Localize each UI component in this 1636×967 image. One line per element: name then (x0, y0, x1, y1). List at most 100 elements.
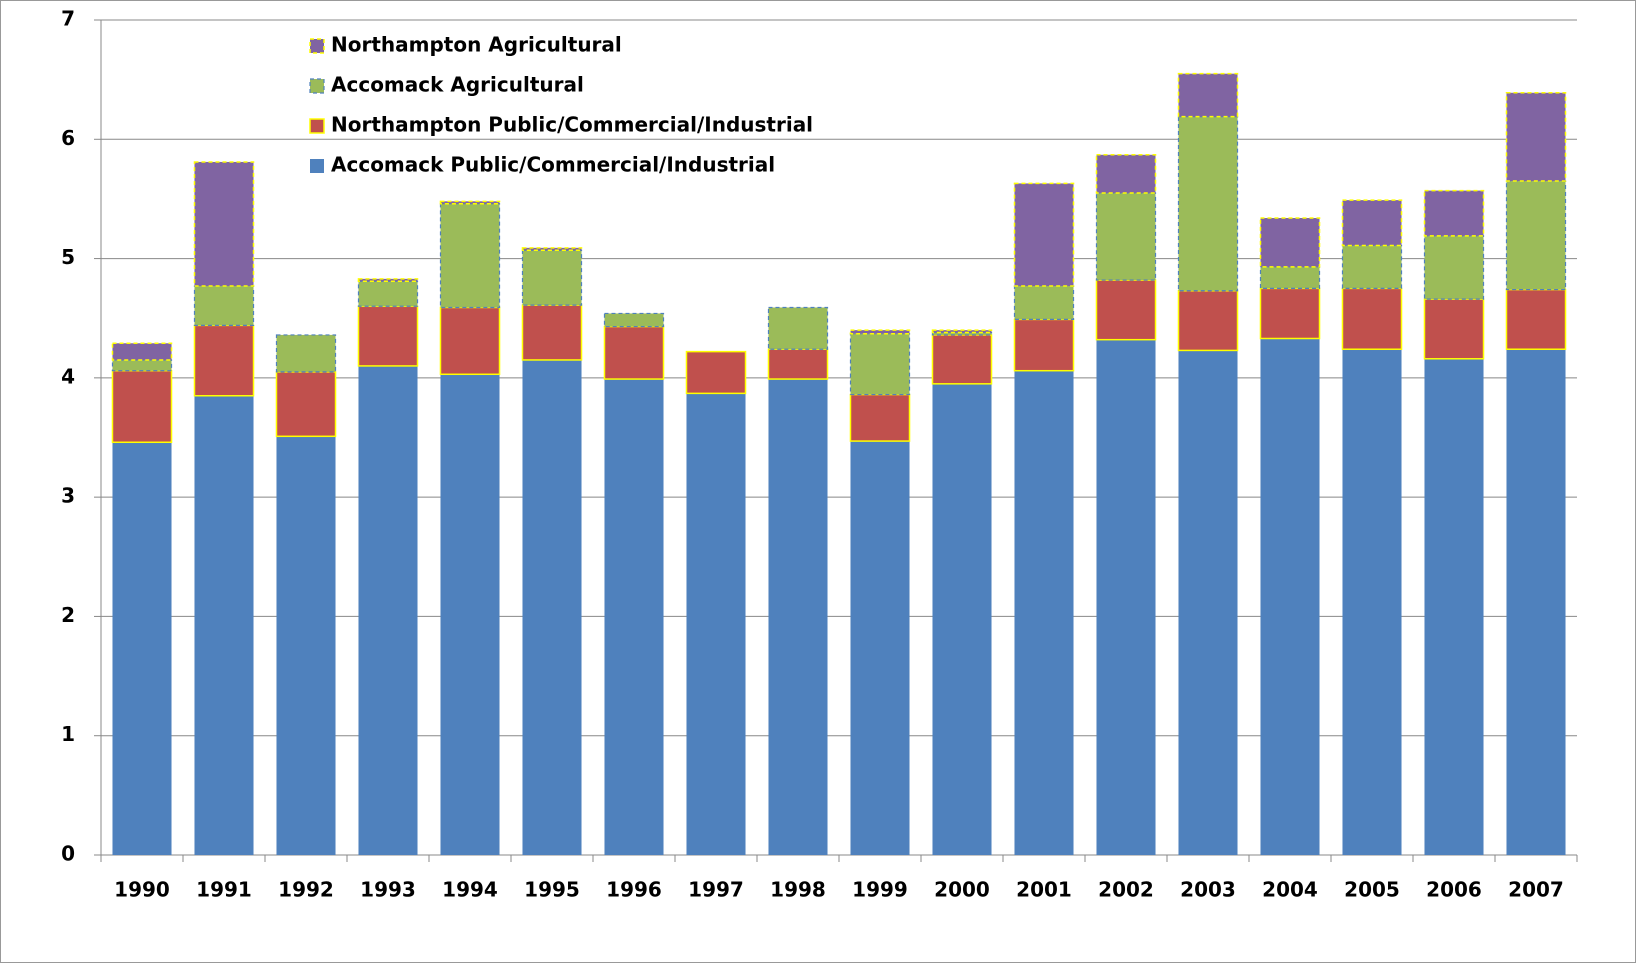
x-tick-label: 1999 (852, 878, 908, 902)
bar-segment (1506, 349, 1566, 855)
bar-segment (1260, 338, 1320, 855)
legend-swatch (309, 118, 325, 134)
legend-label: Accomack Public/Commercial/Industrial (331, 153, 775, 177)
bar-segment (849, 329, 911, 335)
x-tick-label: 1996 (606, 878, 662, 902)
legend-swatch (309, 38, 325, 54)
y-tick-label: 2 (61, 603, 75, 627)
legend-label: Northampton Public/Commercial/Industrial (331, 113, 813, 137)
bar-segment (1505, 288, 1567, 350)
bar-segment (1505, 92, 1567, 182)
bar-segment (1259, 266, 1321, 289)
x-tick-label: 1995 (524, 878, 580, 902)
bar-segment (849, 333, 911, 396)
bar-segment (1259, 217, 1321, 268)
bar-segment (521, 247, 583, 251)
bar-segment (193, 324, 255, 397)
bar-segment (1095, 154, 1157, 194)
bar-segment (1013, 318, 1075, 372)
y-tick-label: 3 (61, 484, 75, 508)
bar-segment (439, 203, 501, 309)
bar-segment (768, 379, 828, 855)
x-tick-label: 2006 (1426, 878, 1482, 902)
x-tick-label: 2007 (1508, 878, 1564, 902)
bar-segment (440, 374, 500, 855)
bar-segment (357, 305, 419, 367)
legend-label: Northampton Agricultural (331, 33, 622, 57)
x-tick-label: 1993 (360, 878, 416, 902)
x-tick-label: 2003 (1180, 878, 1236, 902)
bar-segment (439, 306, 501, 376)
bar-segment (850, 441, 910, 855)
bar-segment (111, 359, 173, 372)
bar-segment (275, 334, 337, 373)
x-tick-label: 2004 (1262, 878, 1318, 902)
bar-segment (1259, 287, 1321, 340)
bar-segment (275, 371, 337, 438)
bar-segment (1505, 180, 1567, 291)
bar-segment (194, 395, 254, 855)
bar-segment (439, 200, 501, 205)
bar-segment (603, 325, 665, 380)
x-tick-label: 1991 (196, 878, 252, 902)
x-tick-label: 1997 (688, 878, 744, 902)
x-tick-label: 1992 (278, 878, 334, 902)
bar-segment (849, 393, 911, 442)
bar-segment (358, 365, 418, 855)
bar-segment (1013, 182, 1075, 287)
y-tick-label: 5 (61, 245, 75, 269)
bar-segment (1177, 116, 1239, 292)
bar-segment (1014, 370, 1074, 855)
bar-segment (112, 442, 172, 855)
y-tick-label: 6 (61, 126, 75, 150)
bar-segment (1342, 349, 1402, 855)
x-tick-label: 2000 (934, 878, 990, 902)
bar-segment (111, 342, 173, 361)
bar-segment (767, 348, 829, 380)
bar-segment (1341, 199, 1403, 247)
bar-segment (1096, 339, 1156, 856)
y-tick-label: 7 (61, 7, 75, 31)
x-tick-label: 1994 (442, 878, 498, 902)
bar-segment (521, 249, 583, 306)
bar-segment (357, 278, 419, 282)
bar-segment (1013, 285, 1075, 321)
bar-segment (603, 312, 665, 328)
x-tick-label: 2001 (1016, 878, 1072, 902)
bar-segment (521, 304, 583, 361)
x-tick-label: 2005 (1344, 878, 1400, 902)
bar-segment (604, 379, 664, 855)
x-tick-label: 1998 (770, 878, 826, 902)
x-tick-label: 1990 (114, 878, 170, 902)
y-tick-label: 0 (61, 842, 75, 866)
y-tick-label: 1 (61, 722, 75, 746)
bar-segment (1341, 244, 1403, 289)
bar-segment (1095, 279, 1157, 341)
bar-segment (1177, 290, 1239, 352)
bar-segment (111, 369, 173, 444)
bar-segment (685, 350, 747, 395)
bar-segment (276, 436, 336, 855)
bar-segment (193, 161, 255, 287)
bar-segment (193, 285, 255, 326)
legend-label: Accomack Agricultural (331, 73, 584, 97)
bar-segment (931, 329, 993, 334)
bar-segment (1177, 72, 1239, 118)
bar-segment (1341, 287, 1403, 350)
bar-segment (1423, 235, 1485, 300)
bar-segment (1423, 298, 1485, 360)
bar-segment (522, 359, 582, 855)
bar-segment (1178, 350, 1238, 855)
bar-segment (1424, 358, 1484, 855)
legend-swatch (310, 159, 324, 173)
bar-segment (1095, 192, 1157, 281)
bar-segment (932, 383, 992, 855)
bar-segment (767, 306, 829, 350)
bar-segment (1423, 189, 1485, 237)
bar-segment (357, 280, 419, 307)
legend-swatch (309, 78, 325, 94)
x-tick-label: 2002 (1098, 878, 1154, 902)
bar-segment (686, 393, 746, 855)
y-tick-label: 4 (61, 364, 75, 388)
